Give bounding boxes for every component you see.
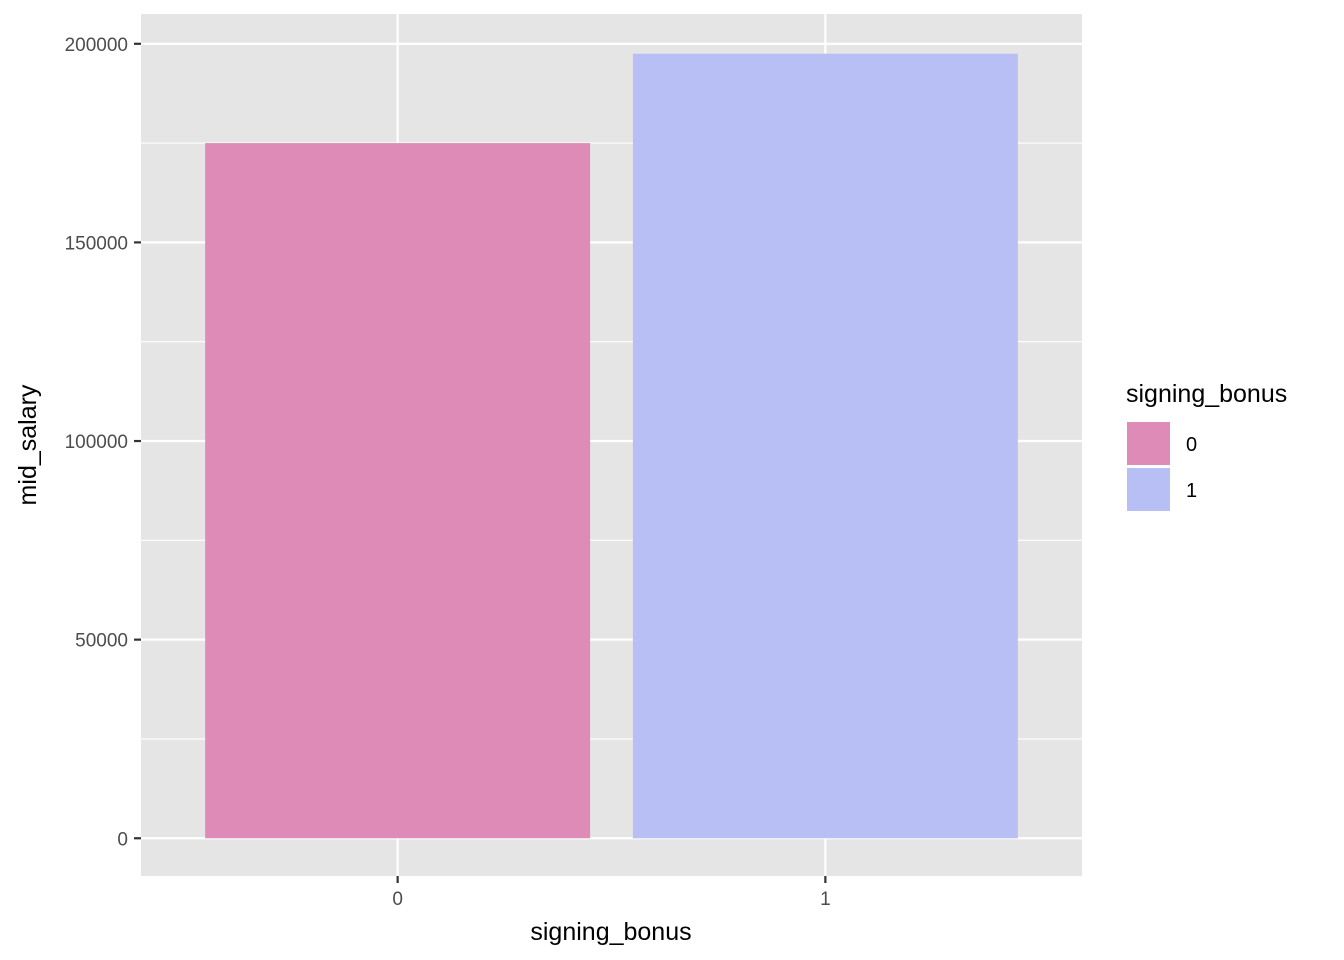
legend-label-1: 1 — [1186, 480, 1197, 502]
y-axis-title: mid_salary — [14, 384, 42, 505]
legend-label-0: 0 — [1186, 434, 1197, 456]
legend-key-1 — [1127, 468, 1170, 511]
legend: signing_bonus 01 — [1126, 380, 1287, 511]
x-tick-label: 0 — [392, 889, 403, 910]
y-tick-label: 150000 — [65, 233, 128, 254]
y-tick-label: 100000 — [65, 432, 128, 453]
legend-title: signing_bonus — [1126, 380, 1287, 408]
legend-key-0 — [1127, 422, 1170, 465]
y-tick-label: 200000 — [65, 35, 128, 56]
x-axis-title: signing_bonus — [530, 918, 691, 946]
bars — [205, 53, 1018, 839]
legend-entries: 01 — [1127, 422, 1197, 511]
x-tick-label: 1 — [820, 889, 831, 910]
bar-1 — [632, 53, 1018, 839]
y-axis-ticks: 0 50000 100000 150000 200000 — [65, 35, 141, 850]
y-tick-label: 50000 — [75, 631, 128, 652]
y-tick-label: 0 — [117, 829, 128, 850]
bar-0 — [205, 143, 591, 839]
